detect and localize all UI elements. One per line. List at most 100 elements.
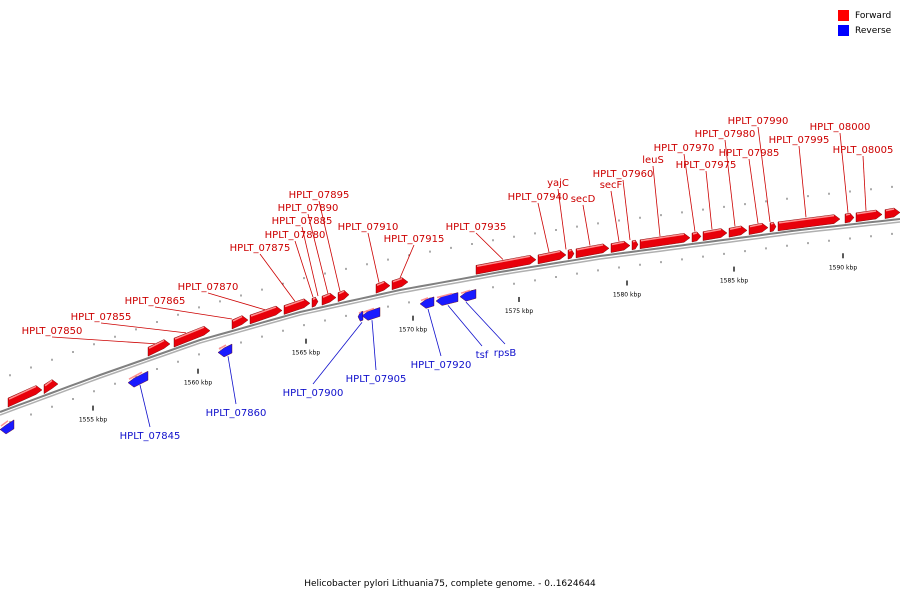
forward-gene-label-leader — [475, 232, 504, 260]
forward-gene-block-shine — [174, 326, 205, 340]
reverse-gene-block — [361, 307, 381, 321]
reverse-gene-block — [127, 370, 149, 388]
forward-gene-block — [777, 214, 841, 232]
forward-gene-block — [575, 243, 610, 259]
reverse-gene-label: HPLT_07900 — [283, 388, 344, 399]
forward-gene-label: HPLT_07915 — [384, 234, 445, 245]
forward-gene-block — [7, 385, 43, 408]
forward-gene-block — [173, 325, 211, 348]
forward-gene-label-leader — [301, 226, 319, 297]
forward-gene-label: HPLT_07940 — [508, 192, 569, 203]
forward-gene-label: HPLT_07880 — [265, 230, 326, 241]
forward-gene-block-shine — [632, 240, 636, 243]
legend-forward: Forward — [838, 8, 891, 23]
forward-gene-block-shine — [8, 385, 37, 400]
forward-swatch — [838, 10, 849, 21]
forward-gene-block-shine — [576, 244, 604, 251]
genome-caption: Helicobacter pylori Lithuania75, complet… — [304, 579, 596, 589]
forward-gene-label: HPLT_07970 — [654, 143, 715, 154]
forward-gene-block — [249, 305, 283, 325]
forward-gene-label-leader — [748, 158, 759, 224]
scale-label: 1575 kbp — [505, 308, 533, 315]
forward-gene-block-shine — [338, 290, 345, 295]
reverse-gene-label: tsf — [476, 350, 489, 361]
reverse-gene-block-shine — [0, 420, 9, 427]
forward-gene-block-shine — [749, 223, 763, 228]
genome-backbone-inner — [0, 221, 900, 416]
reverse-gene-leader — [312, 322, 363, 385]
reverse-gene-leader — [447, 305, 483, 347]
forward-gene-block — [769, 221, 777, 233]
forward-gene-label: HPLT_08000 — [810, 122, 871, 133]
scale-label: 1590 kbp — [829, 264, 857, 271]
forward-gene-label: HPLT_07850 — [22, 326, 83, 337]
forward-gene-label-leader — [367, 232, 380, 283]
reverse-gene-leader — [227, 356, 237, 405]
reverse-gene-label: HPLT_07845 — [120, 431, 181, 442]
forward-gene-label: HPLT_07985 — [719, 148, 780, 159]
forward-gene-block-shine — [770, 222, 774, 225]
forward-gene-label-leader — [705, 170, 713, 230]
forward-gene-label-leader — [798, 145, 807, 218]
forward-gene-block — [475, 255, 537, 275]
forward-gene-block-shine — [284, 299, 305, 308]
forward-gene-label: HPLT_07960 — [593, 169, 654, 180]
reverse-swatch — [838, 25, 849, 36]
reverse-gene-block — [0, 419, 15, 435]
forward-gene-label-leader — [683, 153, 696, 232]
reverse-gene-label: rpsB — [494, 348, 517, 359]
forward-gene-label: HPLT_07975 — [676, 160, 737, 171]
forward-gene-block-shine — [611, 241, 625, 246]
scale-label: 1580 kbp — [613, 291, 641, 298]
reverse-gene-leader — [427, 308, 442, 357]
forward-gene-block-shine — [568, 249, 572, 252]
forward-gene-label: secF — [600, 180, 623, 191]
forward-gene-block-shine — [322, 293, 331, 298]
forward-gene-label: HPLT_07935 — [446, 222, 507, 233]
reverse-gene-block-shine — [218, 344, 227, 350]
forward-gene-label: yajC — [547, 178, 569, 189]
forward-gene-label: HPLT_07980 — [695, 129, 756, 140]
forward-gene-label-leader — [100, 322, 187, 334]
forward-gene-label-leader — [294, 240, 314, 298]
reverse-gene-leader — [465, 301, 506, 345]
forward-gene-label: HPLT_07865 — [125, 296, 186, 307]
reverse-gene-block — [357, 310, 364, 322]
forward-gene-label: HPLT_08005 — [833, 145, 894, 156]
reverse-gene-block-shine — [362, 307, 375, 314]
forward-gene-label-leader — [582, 204, 591, 246]
legend-reverse-label: Reverse — [855, 25, 892, 36]
forward-gene-block-shine — [640, 233, 685, 242]
scale-label: 1565 kbp — [292, 350, 320, 357]
scale-label: 1555 kbp — [79, 417, 107, 424]
forward-gene-label-leader — [622, 179, 631, 241]
forward-gene-block-shine — [729, 226, 742, 230]
forward-gene-label-leader — [207, 292, 266, 311]
forward-gene-label-leader — [862, 155, 867, 211]
forward-gene-label: HPLT_07895 — [289, 190, 350, 201]
forward-gene-block — [844, 212, 855, 224]
forward-gene-block-shine — [692, 232, 698, 235]
forward-gene-label-leader — [652, 165, 661, 237]
forward-gene-label: HPLT_07855 — [71, 312, 132, 323]
forward-gene-block — [639, 233, 691, 250]
forward-gene-block — [283, 298, 311, 315]
forward-gene-block-shine — [476, 255, 531, 268]
forward-gene-label-leader — [537, 202, 550, 253]
forward-gene-label: HPLT_07890 — [278, 203, 339, 214]
reverse-gene-leader — [371, 320, 377, 371]
forward-gene-block-shine — [44, 379, 53, 387]
reverse-gene-leader — [139, 384, 151, 428]
forward-gene-block-shine — [856, 210, 877, 215]
forward-gene-label-leader — [557, 188, 567, 250]
reverse-gene-block-shine — [358, 311, 362, 314]
reverse-gene-block-shine — [128, 371, 143, 380]
genome-backbone — [0, 218, 900, 413]
forward-gene-block — [147, 339, 171, 357]
forward-gene-block — [537, 250, 567, 265]
forward-gene-block — [631, 239, 639, 251]
scale-label: 1585 kbp — [720, 278, 748, 285]
forward-gene-label-leader — [154, 306, 233, 320]
reverse-gene-label: HPLT_07860 — [206, 408, 267, 419]
